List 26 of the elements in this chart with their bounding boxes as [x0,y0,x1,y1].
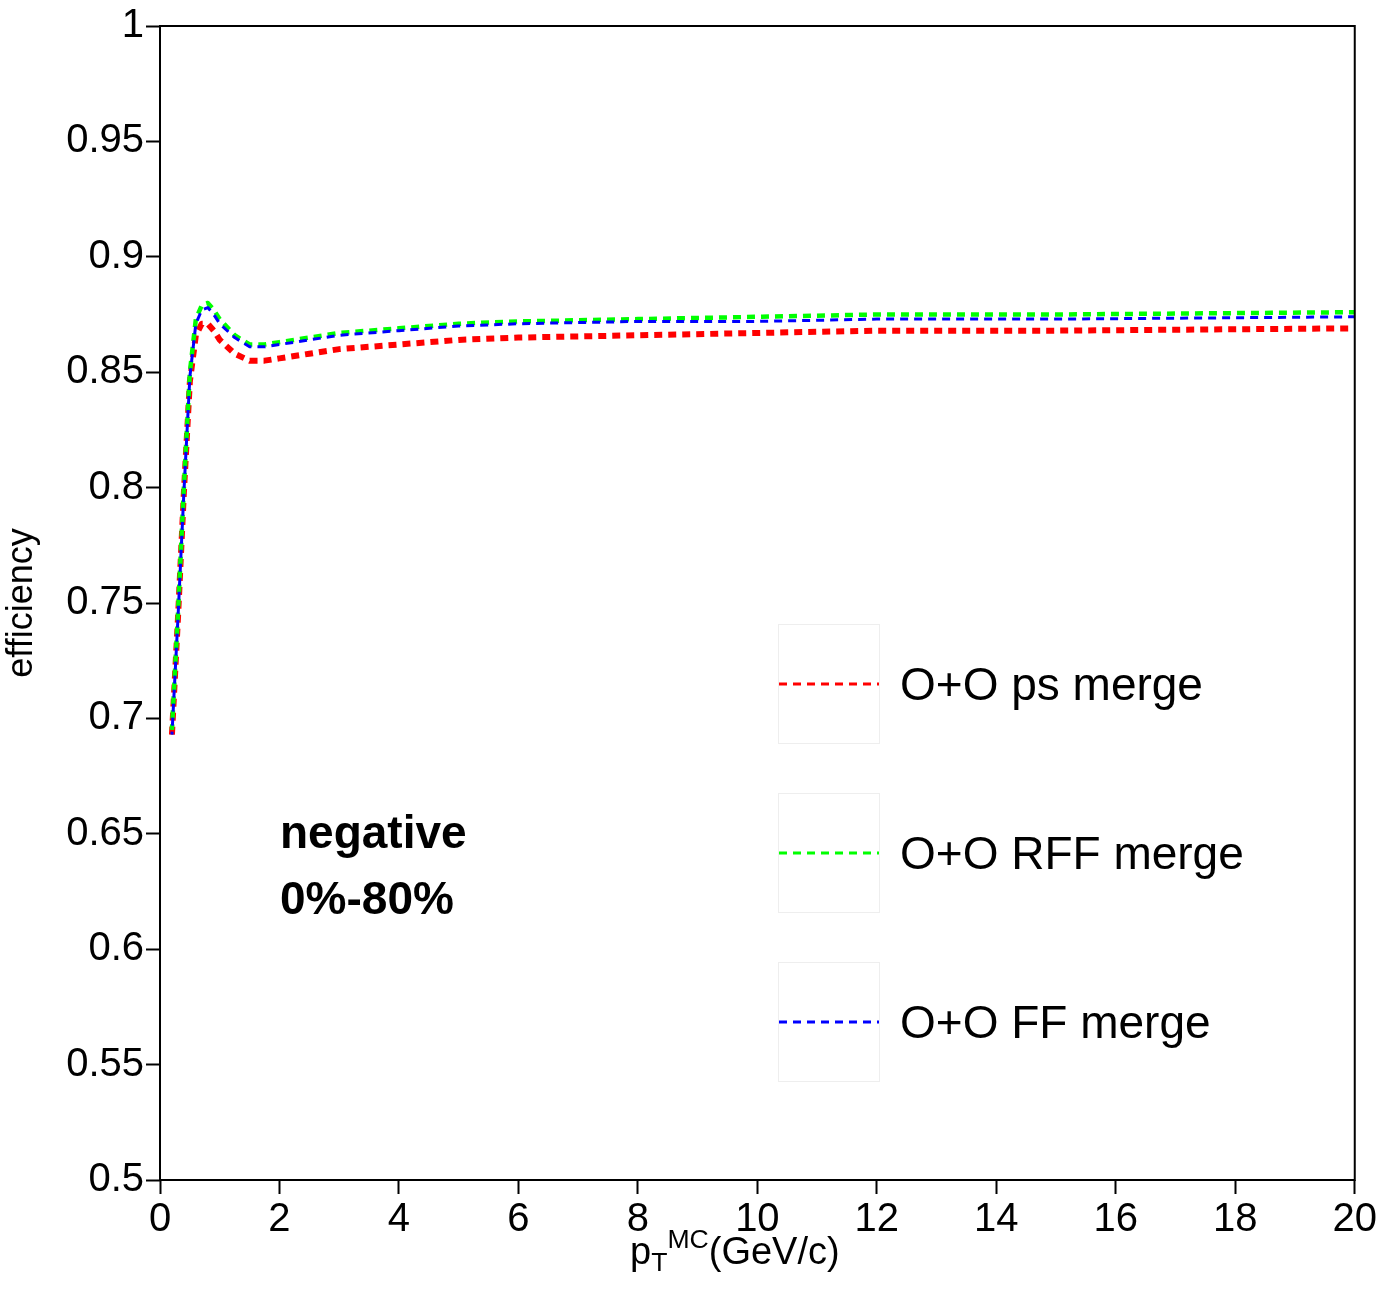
annotation: 0%-80% [280,872,454,924]
x-tick-label: 20 [1332,1195,1377,1240]
y-tick-label: 0.85 [66,347,144,392]
x-tick-label: 16 [1093,1195,1139,1240]
y-tick-label: 0.5 [88,1155,144,1200]
x-tick-label: 14 [974,1195,1019,1240]
y-tick-label: 1 [121,1,144,46]
y-tick-label: 0.9 [88,231,144,276]
x-tick-label: 6 [507,1195,530,1240]
legend-label: O+O ps merge [900,657,1203,711]
y-tick-label: 0.55 [66,1039,144,1084]
annotation: negative [280,806,467,858]
x-tick-label: 2 [268,1195,291,1240]
y-tick-label: 0.7 [88,693,144,738]
y-tick-label: 0.95 [66,116,144,161]
legend-label: O+O RFF merge [900,826,1244,880]
x-tick-label: 12 [854,1195,900,1240]
legend-label: O+O FF merge [900,995,1211,1049]
x-tick-label: 18 [1213,1195,1258,1240]
y-tick-label: 0.65 [66,808,144,853]
y-tick-label: 0.75 [66,578,144,623]
x-tick-label: 4 [387,1195,411,1240]
x-tick-label: 0 [148,1195,172,1240]
y-tick-label: 0.8 [88,462,144,507]
y-tick-label: 0.6 [88,924,144,969]
y-axis-title: efficiency [0,528,40,678]
